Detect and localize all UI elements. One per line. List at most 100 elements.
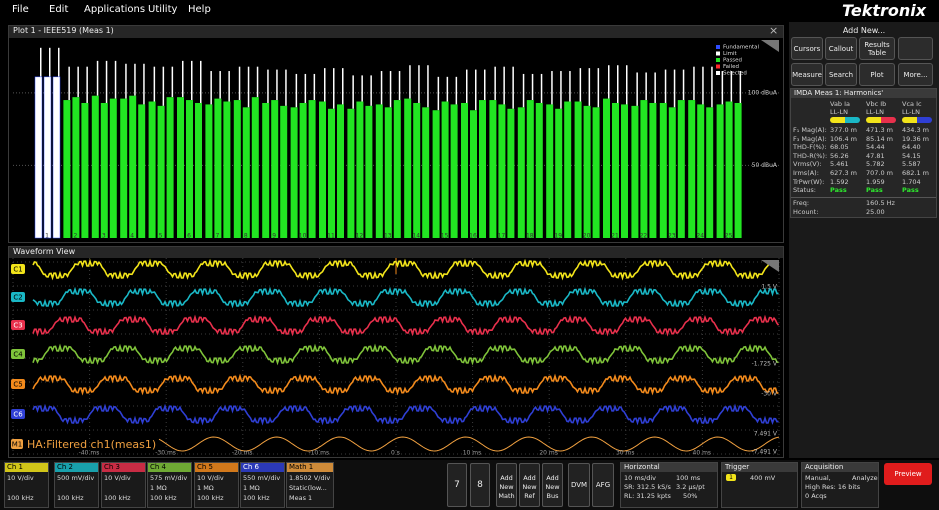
- time-label: -20 ms: [232, 450, 253, 457]
- add-new-button[interactable]: Cursors: [791, 37, 823, 60]
- channel-label: C3: [13, 322, 22, 330]
- harmonic-bar: [603, 98, 610, 238]
- close-button[interactable]: ×: [769, 24, 779, 37]
- ref-button[interactable]: 7: [447, 463, 467, 507]
- limit-line: [409, 65, 411, 99]
- add-new-button[interactable]: Measure: [791, 63, 823, 86]
- add-new-button[interactable]: More...: [898, 63, 933, 86]
- time-label: -10 ms: [308, 450, 329, 457]
- harmonic-bar: [347, 108, 355, 238]
- icon-button[interactable]: [898, 37, 933, 60]
- harmonic-bar: [668, 107, 676, 238]
- footer-value: 160.5 Hz: [866, 199, 895, 207]
- harmonic-label: 6: [187, 233, 191, 240]
- harmonic-bar: [649, 102, 657, 238]
- harmonic-bar: [461, 102, 468, 238]
- panel-header: [802, 463, 878, 472]
- limit-line: [182, 60, 184, 98]
- horizontal-box[interactable]: Horizontal 10 ms/div 100 ms SR: 312.5 kS/s 3…: [620, 462, 718, 508]
- channel-label: C2: [13, 294, 22, 302]
- harmonic-bar: [640, 100, 648, 239]
- limit-line: [664, 69, 667, 103]
- math-badge: [11, 439, 23, 449]
- menu-item[interactable]: File: [12, 4, 29, 15]
- menu-item[interactable]: Applications: [84, 4, 146, 15]
- limit-line: [560, 71, 562, 109]
- waveform-title-bar: [9, 247, 783, 258]
- channel-header: [102, 463, 145, 472]
- tool-button[interactable]: AFG: [592, 463, 614, 507]
- channel-box[interactable]: Ch 6 550 mV/div 1 MΩ 100 kHz: [240, 462, 285, 508]
- channel-box[interactable]: Ch 2 500 mV/div 100 kHz: [54, 462, 99, 508]
- add-new-button[interactable]: Callout: [825, 37, 857, 60]
- panel-setting: SR: 312.5 kS/s: [624, 483, 671, 491]
- harmonic-label: 22: [640, 233, 648, 240]
- trigger-box[interactable]: Trigger 400 mV 1: [721, 462, 798, 508]
- result-value: 56.26: [830, 151, 849, 160]
- limit-line: [540, 73, 543, 103]
- result-value: 627.3 m: [830, 169, 858, 177]
- limit-line: [304, 73, 307, 103]
- footer-value: 25.00: [866, 207, 885, 216]
- channel-box[interactable]: Math 1 1.8502 V/div Static(low... Meas 1: [286, 462, 334, 508]
- add-button[interactable]: Add New Ref: [519, 463, 540, 507]
- harmonic-bar: [535, 102, 543, 238]
- harmonic-bar: [223, 101, 231, 238]
- add-button-label: Add: [523, 474, 536, 482]
- panel-header: [722, 463, 797, 472]
- preview-button[interactable]: Preview: [884, 463, 932, 485]
- panel-setting: 0 Acqs: [805, 492, 827, 500]
- channel-box[interactable]: Ch 3 10 V/div 100 kHz: [101, 462, 146, 508]
- channel-box[interactable]: Ch 5 10 V/div 1 MΩ 100 kHz: [194, 462, 239, 508]
- harmonic-label: 1: [45, 233, 49, 240]
- harmonic-bar: [91, 95, 99, 238]
- limit-line: [125, 63, 127, 99]
- add-new-title: Add New...: [842, 26, 886, 35]
- add-new-button[interactable]: Results Table: [859, 37, 895, 60]
- waveform-title: Waveform View: [13, 247, 76, 256]
- channel-box[interactable]: Ch 1 10 V/div 100 kHz: [4, 462, 49, 508]
- channel-setting: 10 V/div: [7, 474, 34, 482]
- acquisition-box[interactable]: Acquisition Manual, Analyze High Res: 16 bi…: [801, 462, 879, 508]
- add-new-button[interactable]: Plot: [859, 63, 895, 86]
- add-button[interactable]: Add New Bus: [542, 463, 563, 507]
- channel-setting: 1 MΩ: [243, 484, 260, 492]
- add-button-label: Math: [498, 492, 515, 500]
- channel-setting: 100 kHz: [243, 494, 270, 502]
- column-header: LL-LN: [902, 108, 920, 116]
- channel-label: C6: [13, 411, 23, 419]
- result-label: THD-F(%):: [793, 143, 827, 152]
- menu-item[interactable]: Help: [188, 4, 211, 15]
- add-new-button[interactable]: Search: [825, 63, 857, 86]
- harmonic-bar: [498, 104, 506, 238]
- harmonic-bar: [555, 108, 563, 238]
- result-value: 85.14 m: [866, 134, 894, 143]
- channel-label: C4: [13, 351, 23, 359]
- harmonic-bar: [195, 102, 202, 238]
- channel-name: Ch 4: [150, 463, 167, 471]
- menu-item[interactable]: Edit: [49, 4, 69, 15]
- legend-swatch: [716, 58, 720, 62]
- harmonic-label: 19: [554, 233, 562, 240]
- channel-badge: [11, 349, 25, 359]
- ref-button[interactable]: 8: [470, 463, 490, 507]
- limit-line: [191, 60, 193, 101]
- result-value: Pass: [902, 186, 919, 195]
- channel-box[interactable]: Ch 4 575 mV/div 1 MΩ 100 kHz: [147, 462, 192, 508]
- result-value: 19.36 m: [902, 134, 930, 143]
- add-button[interactable]: Add New Math: [496, 463, 517, 507]
- panel-setting: 3.2 µs/pt: [676, 483, 705, 491]
- limit-line: [256, 66, 259, 98]
- tool-button[interactable]: DVM: [568, 463, 590, 507]
- channel-name: Ch 5: [197, 463, 214, 471]
- limit-line: [238, 66, 241, 101]
- channel-badge: [11, 320, 25, 330]
- channel-trace: [32, 373, 779, 396]
- channel-badge: [11, 264, 25, 274]
- limit-line: [654, 72, 656, 103]
- column-header: Vbc Ib: [866, 100, 887, 108]
- y-tick-label: 100 dBuA: [748, 89, 778, 96]
- harmonic-bar: [52, 76, 61, 239]
- menu-item[interactable]: Utility: [148, 4, 178, 15]
- panel-setting: RL: 31.25 kpts: [624, 492, 671, 500]
